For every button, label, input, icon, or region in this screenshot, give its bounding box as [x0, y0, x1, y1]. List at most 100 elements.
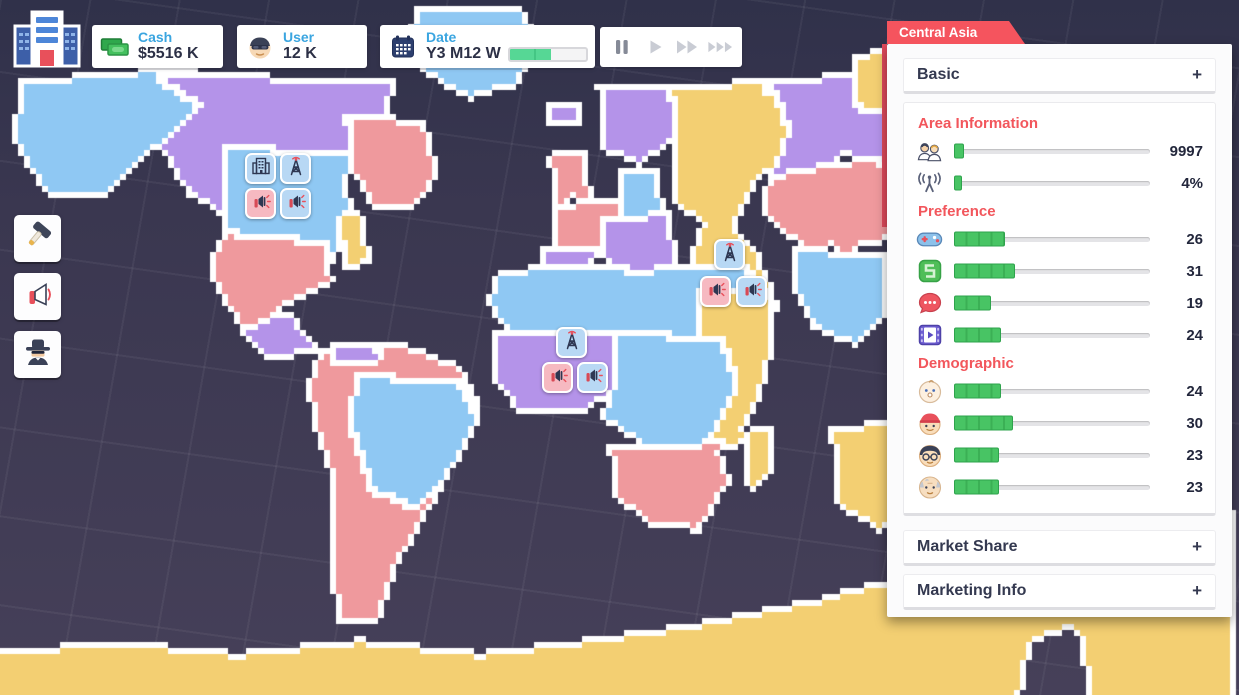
sns-icon — [916, 258, 943, 285]
coverage-icon — [916, 170, 943, 197]
chat-icon — [916, 290, 943, 317]
stat-bar-track — [954, 447, 1150, 463]
section-marketing-info[interactable]: Marketing Info + — [903, 574, 1216, 610]
kid-icon — [916, 410, 943, 437]
stat-bar-fill — [954, 383, 1002, 399]
money-icon — [92, 36, 138, 58]
stat-bar-fill — [954, 143, 964, 159]
stat-value: 24 — [1186, 382, 1203, 400]
west-africa-megaphone-marker[interactable] — [577, 362, 608, 393]
expand-plus-icon: + — [1192, 537, 1202, 556]
stat-bar-fill — [954, 447, 1000, 463]
senior-icon — [916, 474, 943, 501]
megaphone-icon — [582, 364, 604, 391]
stat-value: 4% — [1181, 174, 1203, 192]
stat-value: 9997 — [1169, 142, 1203, 160]
stat-bar-fill — [954, 479, 1000, 495]
expand-plus-icon: + — [1192, 581, 1202, 600]
build-tool-button[interactable] — [14, 215, 61, 262]
stat-bar-track — [954, 383, 1150, 399]
area-information-row-population: 9997 — [916, 135, 1203, 167]
megaphone-icon — [250, 190, 272, 217]
adult-icon — [916, 442, 943, 469]
section-basic-label: Basic — [917, 66, 960, 83]
calendar-icon — [380, 34, 426, 60]
west-africa-megaphone-marker[interactable] — [542, 362, 573, 393]
play-button[interactable] — [640, 32, 670, 62]
north-america-building-marker[interactable] — [245, 153, 276, 184]
antenna-icon — [719, 241, 741, 268]
speed-controls — [600, 27, 742, 67]
stat-value: 23 — [1186, 446, 1203, 464]
middle-east-megaphone-marker[interactable] — [700, 276, 731, 307]
stat-bar-fill — [954, 263, 1015, 279]
stat-bar-track — [954, 143, 1150, 159]
preference-row-chat: 19 — [916, 287, 1203, 319]
stat-bar-fill — [954, 415, 1013, 431]
avatar-icon — [237, 34, 283, 60]
espionage-tool-button[interactable] — [14, 331, 61, 378]
user-value: 12 K — [283, 45, 317, 63]
megaphone-icon — [547, 364, 569, 391]
user-card: User 12 K — [237, 25, 367, 68]
megaphone-icon — [741, 278, 763, 305]
demographic-heading: Demographic — [918, 355, 1014, 372]
video-icon — [916, 322, 943, 349]
section-market-share-label: Market Share — [917, 538, 1018, 555]
stat-value: 23 — [1186, 478, 1203, 496]
stat-bar-fill — [954, 327, 1002, 343]
pause-button[interactable] — [607, 32, 637, 62]
baby-icon — [916, 378, 943, 405]
area-information-heading: Area Information — [918, 115, 1039, 132]
demographic-row-baby: 24 — [916, 375, 1203, 407]
stat-value: 19 — [1186, 294, 1203, 312]
stat-bar-track — [954, 415, 1150, 431]
cash-card: Cash $5516 K — [92, 25, 223, 68]
cash-value: $5516 K — [138, 45, 199, 63]
preference-row-sns: 31 — [916, 255, 1203, 287]
megaphone-icon — [705, 278, 727, 305]
stat-bar-track — [954, 175, 1150, 191]
preference-row-video: 24 — [916, 319, 1203, 351]
spy-icon — [22, 336, 54, 373]
population-icon — [916, 138, 943, 165]
basic-section-body: Area Information 9997 4% Preference 26 31 1… — [903, 102, 1216, 516]
preference-heading: Preference — [918, 203, 996, 220]
region-tab-ribbon-edge — [882, 44, 887, 227]
fast-button[interactable] — [673, 32, 703, 62]
building-icon — [250, 155, 272, 182]
stat-bar-track — [954, 479, 1150, 495]
megaphone-icon — [22, 278, 54, 315]
marketing-tool-button[interactable] — [14, 273, 61, 320]
area-information-row-coverage: 4% — [916, 167, 1203, 199]
north-america-antenna-marker[interactable] — [280, 153, 311, 184]
north-america-megaphone-marker[interactable] — [245, 188, 276, 219]
demographic-row-kid: 30 — [916, 407, 1203, 439]
demographic-row-senior: 23 — [916, 471, 1203, 503]
west-africa-antenna-marker[interactable] — [556, 327, 587, 358]
hammer-icon — [21, 219, 55, 258]
stat-bar-track — [954, 231, 1150, 247]
north-america-megaphone-marker[interactable] — [280, 188, 311, 219]
stat-bar-track — [954, 263, 1150, 279]
company-logo-button[interactable] — [10, 8, 84, 75]
fastest-button[interactable] — [706, 32, 736, 62]
section-basic[interactable]: Basic + — [903, 58, 1216, 94]
demographic-row-adult: 23 — [916, 439, 1203, 471]
date-card: Date Y3 M12 W — [380, 25, 595, 68]
stat-bar-track — [954, 295, 1150, 311]
week-progress-bar — [507, 46, 588, 62]
middle-east-antenna-marker[interactable] — [714, 239, 745, 270]
stat-bar-track — [954, 327, 1150, 343]
stat-value: 26 — [1186, 230, 1203, 248]
region-title-tab: Central Asia — [887, 21, 1025, 44]
stat-bar-fill — [954, 295, 992, 311]
week-progress-fill — [509, 48, 552, 60]
expand-plus-icon: + — [1192, 65, 1202, 84]
antenna-icon — [561, 329, 583, 356]
middle-east-megaphone-marker[interactable] — [736, 276, 767, 307]
user-label: User — [283, 28, 315, 45]
stat-value: 31 — [1186, 262, 1203, 280]
section-market-share[interactable]: Market Share + — [903, 530, 1216, 566]
